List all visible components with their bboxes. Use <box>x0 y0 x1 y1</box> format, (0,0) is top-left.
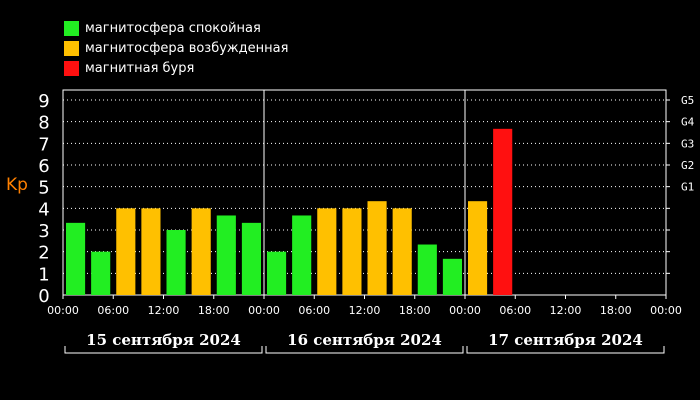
kp-bar-day1-slot2 <box>91 251 111 295</box>
legend-item-active: магнитосфера возбужденная <box>64 38 288 58</box>
x-tick-label-day2-0: 00:00 <box>248 304 280 317</box>
x-tick-label-day1-2: 12:00 <box>148 304 180 317</box>
kp-bar-day1-slot1 <box>66 222 86 295</box>
storm-level-label-G5: G5 <box>681 94 694 107</box>
kp-bar-day2-slot1 <box>267 251 287 295</box>
kp-bar-day2-slot5 <box>367 201 387 295</box>
legend-swatch-active <box>64 40 79 56</box>
kp-bar-day3-slot1 <box>468 201 488 295</box>
y-tick-label-7: 7 <box>38 134 49 155</box>
day-bracket-1 <box>64 346 263 354</box>
y-tick-label-8: 8 <box>38 113 49 134</box>
y-tick-label-6: 6 <box>38 156 49 177</box>
kp-bar-day2-slot7 <box>417 244 437 295</box>
kp-bar-day1-slot8 <box>241 222 261 295</box>
kp-bar-day1-slot7 <box>216 215 236 295</box>
x-tick-label-day2-3: 18:00 <box>399 304 431 317</box>
kp-bar-day3-slot2 <box>493 128 513 295</box>
kp-bar-day1-slot4 <box>141 208 161 295</box>
kp-bar-day2-slot3 <box>317 208 337 295</box>
y-tick-label-0: 0 <box>38 286 49 307</box>
kp-bar-day2-slot4 <box>342 208 362 295</box>
x-tick-label-day1-1: 06:00 <box>97 304 129 317</box>
legend-item-quiet: магнитосфера спокойная <box>64 18 288 38</box>
y-tick-label-5: 5 <box>38 178 49 199</box>
x-tick-label-day1-0: 00:00 <box>47 304 79 317</box>
storm-level-label-G2: G2 <box>681 159 694 172</box>
kp-bar-day2-slot8 <box>442 258 462 295</box>
x-tick-label-day3-1: 06:00 <box>499 304 531 317</box>
day-label-3: 17 сентября 2024 <box>488 331 643 349</box>
y-tick-label-9: 9 <box>38 91 49 112</box>
y-axis-label: Kp <box>6 175 28 195</box>
kp-bar-day1-slot3 <box>116 208 136 295</box>
kp-bar-day2-slot6 <box>392 208 412 295</box>
day-bracket-3 <box>466 346 665 354</box>
y-tick-label-2: 2 <box>38 243 49 264</box>
day-label-1: 15 сентября 2024 <box>86 331 241 349</box>
kp-bar-day2-slot2 <box>292 215 312 295</box>
storm-level-label-G3: G3 <box>681 137 694 150</box>
x-tick-label-day3-0: 00:00 <box>449 304 481 317</box>
x-tick-label-day2-1: 06:00 <box>298 304 330 317</box>
y-tick-label-4: 4 <box>38 199 49 220</box>
x-tick-label-day1-3: 18:00 <box>198 304 230 317</box>
legend-item-storm: магнитная буря <box>64 58 288 78</box>
y-tick-label-3: 3 <box>38 221 49 242</box>
day-label-2: 16 сентября 2024 <box>287 331 442 349</box>
legend-label-quiet: магнитосфера спокойная <box>85 20 261 36</box>
x-tick-label-end: 00:00 <box>650 304 682 317</box>
legend-label-active: магнитосфера возбужденная <box>85 40 289 56</box>
storm-level-label-G1: G1 <box>681 181 694 194</box>
kp-bar-day1-slot5 <box>166 230 186 295</box>
day-bracket-2 <box>265 346 464 354</box>
legend: магнитосфера спокойная магнитосфера возб… <box>64 18 288 78</box>
kp-bar-day1-slot6 <box>191 208 211 295</box>
x-tick-label-day3-2: 12:00 <box>550 304 582 317</box>
legend-swatch-quiet <box>64 20 79 36</box>
y-tick-label-1: 1 <box>38 264 49 285</box>
x-tick-label-day2-2: 12:00 <box>349 304 381 317</box>
x-tick-label-day3-3: 18:00 <box>600 304 632 317</box>
storm-level-label-G4: G4 <box>681 116 695 129</box>
legend-swatch-storm <box>64 60 79 76</box>
legend-label-storm: магнитная буря <box>85 60 195 76</box>
